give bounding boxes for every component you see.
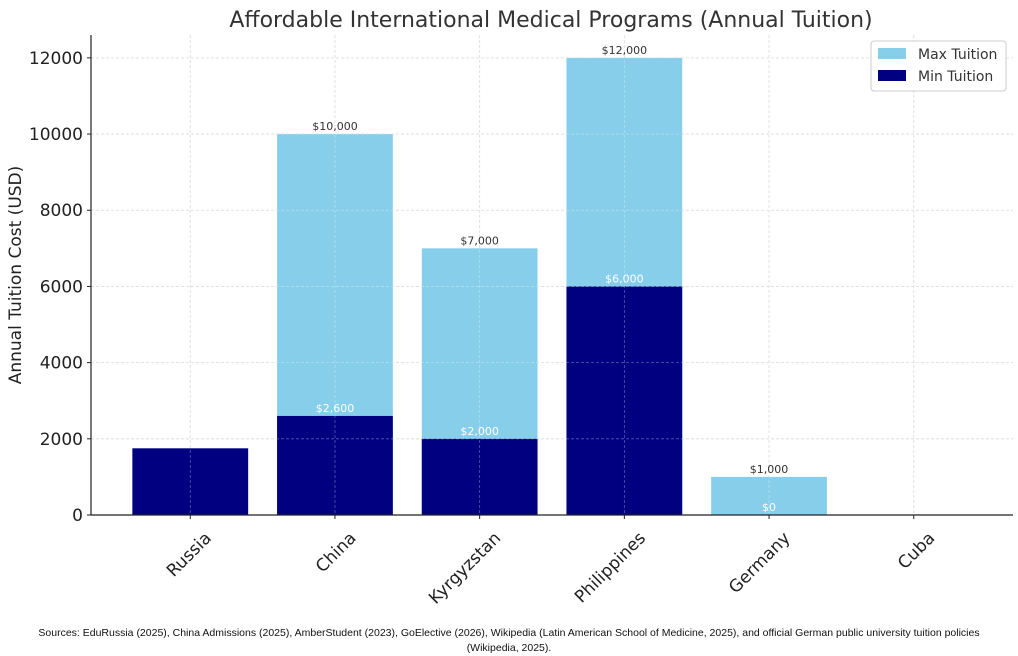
bar-label-min-tuition: $2,000 xyxy=(460,425,499,438)
bar-max-tuition xyxy=(711,476,827,515)
y-tick-label: 10000 xyxy=(29,125,83,145)
sources-text: Sources: EduRussia (2025), China Admissi… xyxy=(38,627,980,654)
y-tick-label: 8000 xyxy=(40,201,83,221)
x-tick-label: Kyrgyzstan xyxy=(425,528,505,608)
tuition-chart: Affordable International Medical Program… xyxy=(6,8,1013,608)
x-tick-label: Philippines xyxy=(571,528,650,607)
legend-swatch-max-tuition xyxy=(878,48,906,59)
y-tick-label: 4000 xyxy=(40,354,83,374)
y-tick-label: 12000 xyxy=(29,49,83,69)
legend-label-max-tuition: Max Tuition xyxy=(918,47,997,63)
legend-swatch-min-tuition xyxy=(878,70,906,81)
bar-min-tuition xyxy=(277,415,393,515)
y-tick-label: 6000 xyxy=(40,277,83,297)
bar-label-max-tuition: $12,000 xyxy=(602,44,648,57)
x-ticks: Russia China Kyrgyzstan Philippines Germany C… xyxy=(163,515,939,608)
legend-label-min-tuition: Min Tuition xyxy=(918,69,993,85)
y-axis-label: Annual Tuition Cost (USD) xyxy=(6,166,26,385)
bar-label-max-tuition: $7,000 xyxy=(460,234,499,247)
x-tick-label: Germany xyxy=(725,528,794,597)
x-tick-label: Russia xyxy=(163,528,216,581)
bar-label-min-tuition: $2,600 xyxy=(316,402,355,415)
sources-note: Sources: EduRussia (2025), China Admissi… xyxy=(0,626,1018,656)
grid-overlay xyxy=(91,35,1013,515)
axes xyxy=(90,35,1013,516)
grid-lines xyxy=(91,35,1013,515)
min-tuition-bars xyxy=(91,35,1013,515)
bar-min-tuition xyxy=(566,286,683,515)
bar-min-tuition xyxy=(132,448,249,515)
bar-label-max-tuition: $1,000 xyxy=(750,463,789,476)
x-tick-label: China xyxy=(312,528,360,576)
y-tick-label: 2000 xyxy=(40,430,83,450)
chart-title: Affordable International Medical Program… xyxy=(229,8,872,33)
y-ticks: 0 2000 4000 6000 8000 10000 12000 xyxy=(29,49,91,526)
bar-min-tuition xyxy=(421,438,538,515)
bar-label-max-tuition: $10,000 xyxy=(312,120,358,133)
bar-labels: $10,000 $7,000 $12,000 $1,000 $2,600 $2,000 $6… xyxy=(312,44,788,514)
bar-label-min-tuition: $0 xyxy=(762,501,776,514)
bar-label-min-tuition: $6,000 xyxy=(605,272,644,285)
y-tick-label: 0 xyxy=(72,506,83,526)
x-tick-label: Cuba xyxy=(894,528,939,573)
legend: Max Tuition Min Tuition xyxy=(870,40,1007,92)
